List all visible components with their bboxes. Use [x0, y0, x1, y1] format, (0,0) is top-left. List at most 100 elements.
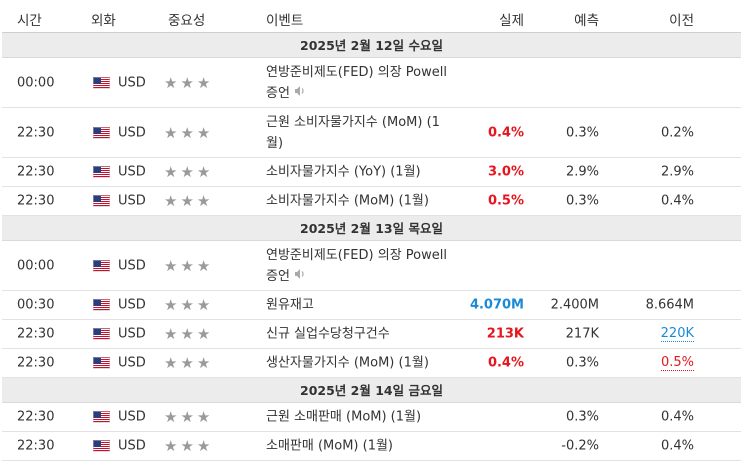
star-icon: ★	[164, 256, 181, 275]
event-time: 22:30	[17, 193, 55, 209]
event-name-line: 증언	[266, 268, 290, 284]
star-icon: ★	[164, 408, 181, 426]
importance-stars: ★★★	[164, 257, 213, 275]
speaker-icon	[294, 266, 306, 287]
previous-value: 8.664M	[645, 297, 694, 313]
currency-code: USD	[118, 75, 146, 90]
star-icon: ★	[180, 325, 197, 343]
us-flag-icon	[93, 259, 110, 272]
previous-value: 2.9%	[660, 164, 694, 180]
event-time: 22:30	[17, 355, 55, 371]
event-name-line: 소비자물가지수 (MoM) (1월)	[266, 193, 429, 209]
event-name[interactable]: 생산자물가지수 (MoM) (1월)	[266, 353, 466, 374]
star-icon: ★	[164, 325, 181, 343]
event-name[interactable]: 근원 소비자물가지수 (MoM) (1 월)	[266, 112, 466, 154]
actual-value: 213K	[486, 326, 524, 342]
event-row[interactable]: 22:30 USD ★★★ 신규 실업수당청구건수 213K 217K 220K	[2, 320, 741, 349]
event-time: 22:30	[17, 438, 55, 454]
event-name[interactable]: 소비자물가지수 (YoY) (1월)	[266, 162, 466, 183]
star-icon: ★	[196, 354, 214, 372]
event-name-line: 소매판매 (MoM) (1월)	[266, 438, 394, 454]
importance-stars: ★★★	[164, 296, 213, 314]
us-flag-icon	[93, 299, 110, 311]
star-icon: ★	[164, 437, 181, 455]
us-flag-icon	[93, 195, 110, 207]
importance-stars: ★★★	[164, 325, 213, 343]
header-event[interactable]: 이벤트	[266, 13, 304, 29]
star-icon: ★	[180, 73, 197, 92]
event-name[interactable]: 신규 실업수당청구건수	[266, 324, 466, 345]
header-time[interactable]: 시간	[17, 13, 42, 29]
event-name-line: 월)	[266, 135, 284, 151]
event-time: 22:30	[17, 409, 55, 425]
star-icon: ★	[164, 73, 181, 92]
star-icon: ★	[180, 256, 197, 275]
previous-value: 0.4%	[660, 409, 694, 425]
actual-value: 0.4%	[487, 355, 524, 371]
event-name-line: 소비자물가지수 (YoY) (1월)	[266, 164, 421, 180]
event-row[interactable]: 22:30 USD ★★★ 소비자물가지수 (YoY) (1월) 3.0% 2.9% 2.9…	[2, 158, 741, 187]
event-name[interactable]: 연방준비제도(FED) 의장 Powell 증언	[266, 245, 466, 287]
currency-code: USD	[118, 438, 146, 454]
actual-value: 0.4%	[487, 125, 524, 140]
importance-stars: ★★★	[164, 192, 213, 210]
event-name-line: 생산자물가지수 (MoM) (1월)	[266, 355, 429, 371]
importance-stars: ★★★	[164, 437, 213, 455]
us-flag-icon	[93, 411, 110, 423]
star-icon: ★	[196, 437, 214, 455]
previous-value[interactable]: 0.5%	[660, 355, 694, 371]
star-icon: ★	[164, 163, 181, 181]
event-row[interactable]: 22:30 USD ★★★ 근원 소매판매 (MoM) (1월) 0.3% 0.4%	[2, 403, 741, 432]
star-icon: ★	[196, 73, 214, 92]
header-actual[interactable]: 실제	[499, 13, 524, 29]
importance-stars: ★★★	[164, 354, 213, 372]
event-row[interactable]: 00:00 USD ★★★ 연방준비제도(FED) 의장 Powell 증언	[2, 58, 741, 108]
event-name-line: 증언	[266, 85, 290, 101]
currency-code: USD	[118, 297, 146, 313]
event-row[interactable]: 22:30 USD ★★★ 생산자물가지수 (MoM) (1월) 0.4% 0.3% 0.5…	[2, 349, 741, 378]
event-time: 22:30	[17, 326, 55, 342]
previous-value[interactable]: 220K	[660, 326, 694, 342]
event-name[interactable]: 원유재고	[266, 295, 466, 316]
event-name[interactable]: 소비자물가지수 (MoM) (1월)	[266, 191, 466, 212]
star-icon: ★	[180, 437, 197, 455]
header-importance[interactable]: 중요성	[168, 13, 206, 29]
star-icon: ★	[180, 123, 197, 142]
currency-code: USD	[118, 355, 146, 371]
forecast-value: 0.3%	[565, 125, 599, 140]
star-icon: ★	[196, 123, 214, 142]
star-icon: ★	[164, 354, 181, 372]
event-time: 22:30	[17, 125, 55, 140]
forecast-value: 0.3%	[565, 355, 599, 371]
event-name[interactable]: 소매판매 (MoM) (1월)	[266, 436, 466, 457]
currency-code: USD	[118, 258, 146, 273]
header-currency[interactable]: 외화	[91, 13, 116, 29]
speaker-icon	[294, 83, 306, 104]
event-time: 00:30	[17, 297, 55, 313]
currency-code: USD	[118, 409, 146, 425]
event-name-line: 연방준비제도(FED) 의장 Powell	[266, 247, 447, 263]
header-previous[interactable]: 이전	[669, 13, 694, 29]
forecast-value: 217K	[565, 326, 599, 342]
previous-value: 0.2%	[660, 125, 694, 140]
event-row[interactable]: 00:30 USD ★★★ 원유재고 4.070M 2.400M 8.664M	[2, 291, 741, 320]
forecast-value: 2.9%	[565, 164, 599, 180]
star-icon: ★	[180, 408, 197, 426]
us-flag-icon	[93, 357, 110, 369]
header-forecast[interactable]: 예측	[574, 13, 599, 29]
event-name[interactable]: 연방준비제도(FED) 의장 Powell 증언	[266, 62, 466, 104]
currency-code: USD	[118, 326, 146, 342]
date-row: 2025년 2월 12일 수요일	[2, 33, 741, 58]
us-flag-icon	[93, 440, 110, 452]
star-icon: ★	[196, 192, 214, 210]
forecast-value: 2.400M	[550, 297, 599, 313]
event-name-line: 근원 소비자물가지수 (MoM) (1	[266, 114, 440, 130]
actual-value: 4.070M	[469, 297, 524, 313]
event-name[interactable]: 근원 소매판매 (MoM) (1월)	[266, 407, 466, 428]
event-row[interactable]: 22:30 USD ★★★ 소매판매 (MoM) (1월) -0.2% 0.4%	[2, 432, 741, 461]
event-row[interactable]: 22:30 USD ★★★ 근원 소비자물가지수 (MoM) (1 월) 0.4% 0.3%…	[2, 108, 741, 158]
event-row[interactable]: 00:00 USD ★★★ 연방준비제도(FED) 의장 Powell 증언	[2, 241, 741, 291]
event-time: 00:00	[17, 258, 55, 273]
event-row[interactable]: 22:30 USD ★★★ 소비자물가지수 (MoM) (1월) 0.5% 0.3% 0.4…	[2, 187, 741, 216]
